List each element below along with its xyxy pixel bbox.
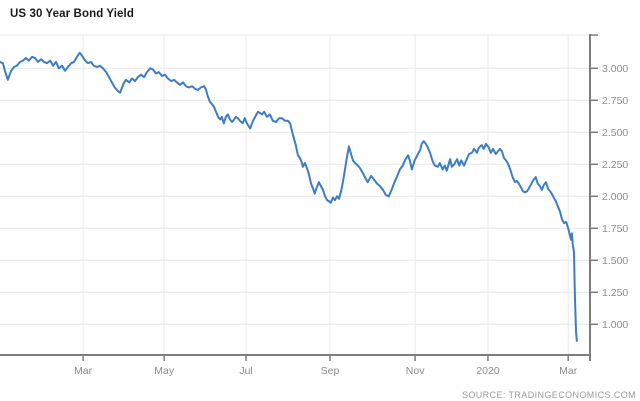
- x-tick-label: Mar: [559, 365, 578, 377]
- x-tick-label: 2020: [476, 365, 500, 377]
- x-tick-label: Nov: [406, 365, 425, 377]
- y-tick-label: 3.000: [602, 63, 628, 75]
- y-tick-label: 1.250: [602, 287, 628, 299]
- y-tick-label: 2.250: [602, 159, 628, 171]
- y-tick-label: 1.750: [602, 223, 628, 235]
- source-attribution: SOURCE: TRADINGECONOMICS.COM: [461, 390, 636, 400]
- y-tick-label: 1.500: [602, 255, 628, 267]
- x-tick-label: May: [154, 365, 175, 377]
- y-tick-label: 1.000: [602, 319, 628, 331]
- y-tick-label: 2.000: [602, 191, 628, 203]
- yield-line: [0, 51, 578, 342]
- x-tick-label: Sep: [321, 365, 340, 377]
- x-tick-label: Jul: [239, 365, 252, 377]
- y-tick-label: 2.500: [602, 127, 628, 139]
- plot-area[interactable]: [0, 35, 590, 355]
- chart-title: US 30 Year Bond Yield: [10, 8, 134, 20]
- y-tick-label: 2.750: [602, 95, 628, 107]
- x-tick-label: Mar: [74, 365, 93, 377]
